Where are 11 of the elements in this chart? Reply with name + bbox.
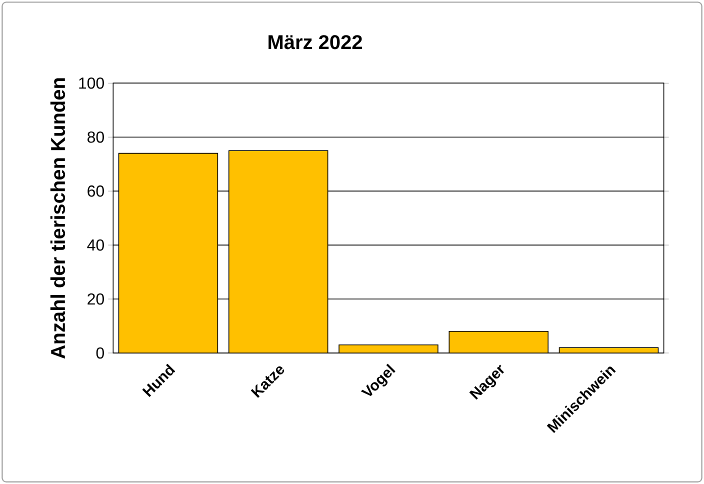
- y-tick-label: 40: [87, 239, 104, 251]
- y-tick-label: 20: [88, 293, 104, 305]
- y-tick-label: 80: [88, 131, 104, 143]
- y-tick-label: 60: [88, 185, 104, 197]
- chart-title: März 2022: [268, 35, 362, 50]
- y-axis-title: Anzahl der tierischen Kunden: [50, 78, 66, 359]
- y-tick-label: 100: [79, 77, 104, 89]
- y-tick-label: 0: [96, 347, 104, 359]
- bar: [118, 152, 218, 353]
- bar: [448, 330, 548, 353]
- bar: [228, 150, 328, 353]
